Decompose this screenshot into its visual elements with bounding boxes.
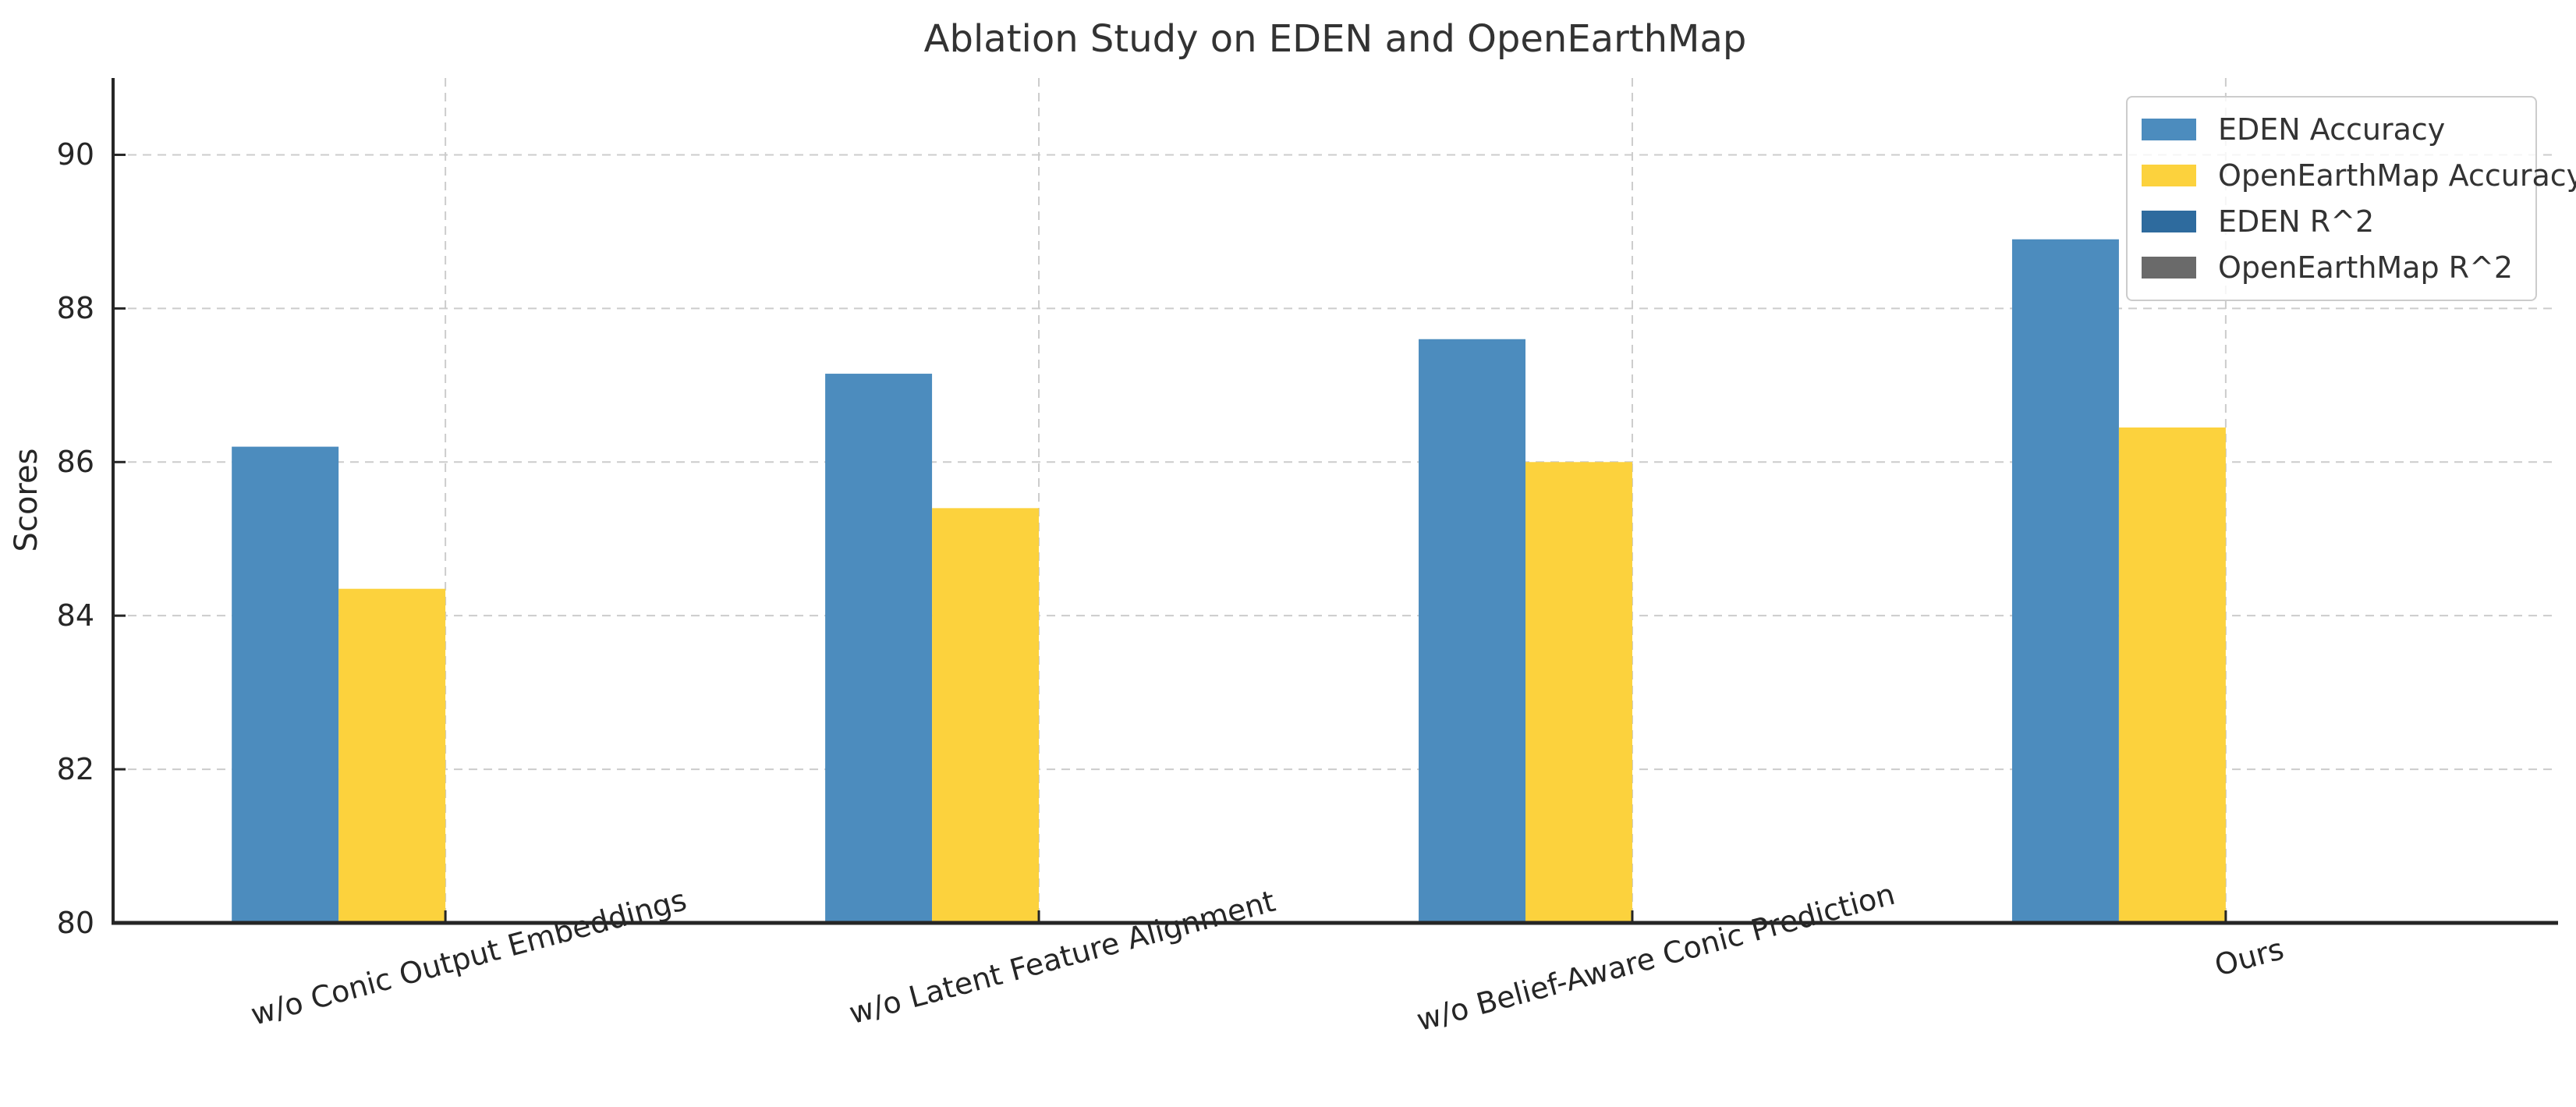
legend-row: OpenEarthMap R^2 [2142, 245, 2521, 289]
y-tick-label: 86 [56, 445, 94, 480]
legend-swatch-openearthmap-accuracy [2142, 165, 2196, 187]
bar-openearthmap-accuracy-cat2 [1525, 462, 1632, 923]
y-tick-label: 80 [56, 906, 94, 940]
legend-swatch-eden-r2 [2142, 210, 2196, 232]
bar-openearthmap-accuracy-cat1 [932, 508, 1040, 923]
y-tick-label: 88 [56, 291, 94, 326]
bar-eden-accuracy-cat0 [232, 446, 339, 923]
y-tick-label: 90 [56, 137, 94, 172]
bar-openearthmap-accuracy-cat3 [2118, 427, 2226, 923]
chart-title: Ablation Study on EDEN and OpenEarthMap [923, 17, 1747, 61]
legend-label: OpenEarthMap Accuracy [2218, 158, 2576, 193]
legend-row: EDEN R^2 [2142, 199, 2521, 243]
bar-eden-accuracy-cat1 [825, 374, 933, 923]
legend-label: EDEN Accuracy [2218, 112, 2446, 147]
y-tick-label: 84 [56, 598, 94, 633]
y-tick-label: 82 [56, 752, 94, 787]
legend-swatch-eden-accuracy [2142, 119, 2196, 141]
legend-label: OpenEarthMap R^2 [2218, 250, 2514, 285]
bar-eden-accuracy-cat2 [1419, 339, 1525, 923]
bar-openearthmap-accuracy-cat0 [338, 588, 446, 923]
bar-eden-accuracy-cat3 [2011, 239, 2119, 924]
legend-swatch-openearthmap-r2 [2142, 256, 2196, 279]
legend-row: EDEN Accuracy [2142, 108, 2521, 152]
legend-box: EDEN Accuracy OpenEarthMap Accuracy EDEN… [2126, 96, 2576, 301]
legend-label: EDEN R^2 [2218, 204, 2375, 239]
legend-row: OpenEarthMap Accuracy [2142, 154, 2576, 198]
